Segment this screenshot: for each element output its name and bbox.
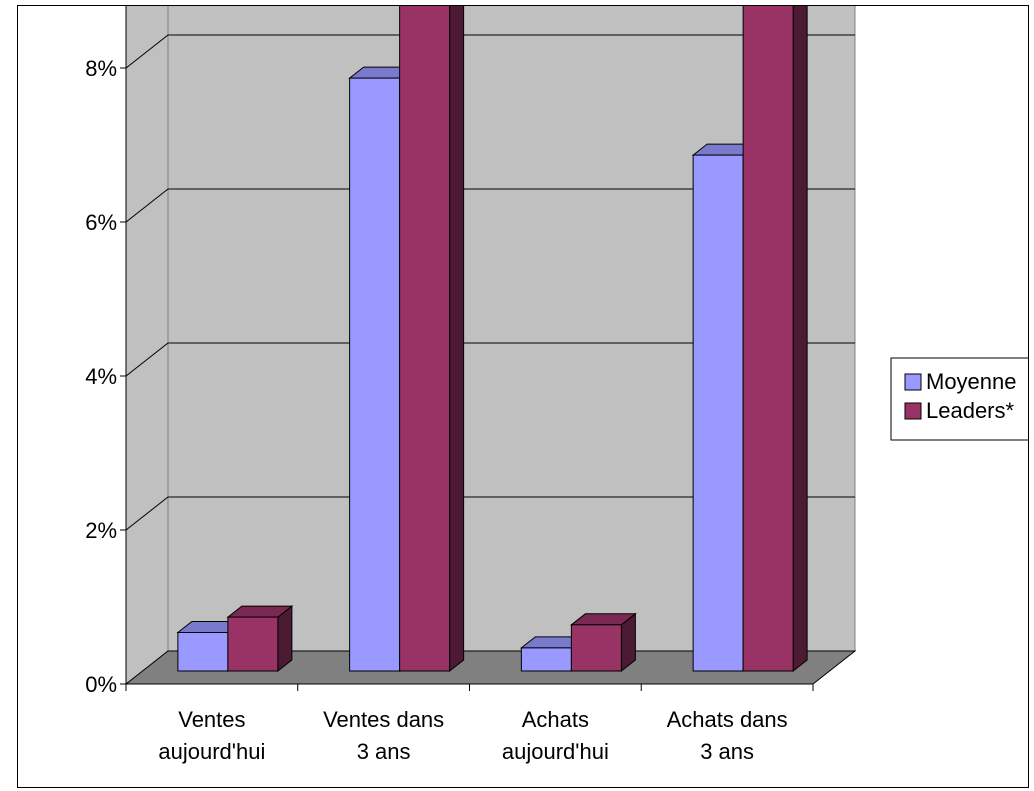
bar-chart: 0%2%4%6%8%10%12%14%16%Ventesaujourd'huiV… bbox=[85, 6, 1028, 764]
category-label: aujourd'hui bbox=[502, 739, 609, 764]
bar-leaders bbox=[570, 624, 622, 672]
category-label: aujourd'hui bbox=[158, 739, 265, 764]
bar-moyenne bbox=[692, 154, 744, 672]
gridline bbox=[125, 188, 855, 223]
y-tick-label: 4% bbox=[85, 364, 117, 389]
y-tick-label: 8% bbox=[85, 56, 117, 81]
category-label: Achats bbox=[522, 707, 589, 732]
legend-label: Moyenne bbox=[926, 369, 1017, 394]
bar-moyenne bbox=[520, 647, 572, 672]
category-label: Ventes bbox=[178, 707, 245, 732]
side-wall bbox=[125, 6, 169, 686]
bar-side bbox=[792, 6, 808, 673]
category-label: 3 ans bbox=[700, 739, 754, 764]
category-label: Ventes dans bbox=[323, 707, 444, 732]
y-tick-label: 2% bbox=[85, 518, 117, 543]
bar-moyenne bbox=[349, 77, 401, 672]
bar-leaders bbox=[742, 6, 794, 672]
y-tick-label: 6% bbox=[85, 210, 117, 235]
legend-swatch bbox=[904, 373, 922, 391]
gridline bbox=[125, 34, 855, 69]
category-label: Achats dans bbox=[667, 707, 788, 732]
bar-leaders bbox=[399, 6, 451, 672]
legend bbox=[890, 357, 1028, 441]
category-label: 3 ans bbox=[357, 739, 411, 764]
y-tick-label: 0% bbox=[85, 672, 117, 697]
legend-label: Leaders* bbox=[926, 398, 1015, 423]
legend-swatch bbox=[904, 402, 922, 420]
bar-side bbox=[449, 6, 465, 673]
gridline bbox=[125, 342, 855, 377]
chart-frame: 0%2%4%6%8%10%12%14%16%Ventesaujourd'huiV… bbox=[17, 5, 1029, 788]
bar-leaders bbox=[227, 616, 279, 672]
gridline bbox=[125, 496, 855, 531]
bar-moyenne bbox=[177, 632, 229, 672]
